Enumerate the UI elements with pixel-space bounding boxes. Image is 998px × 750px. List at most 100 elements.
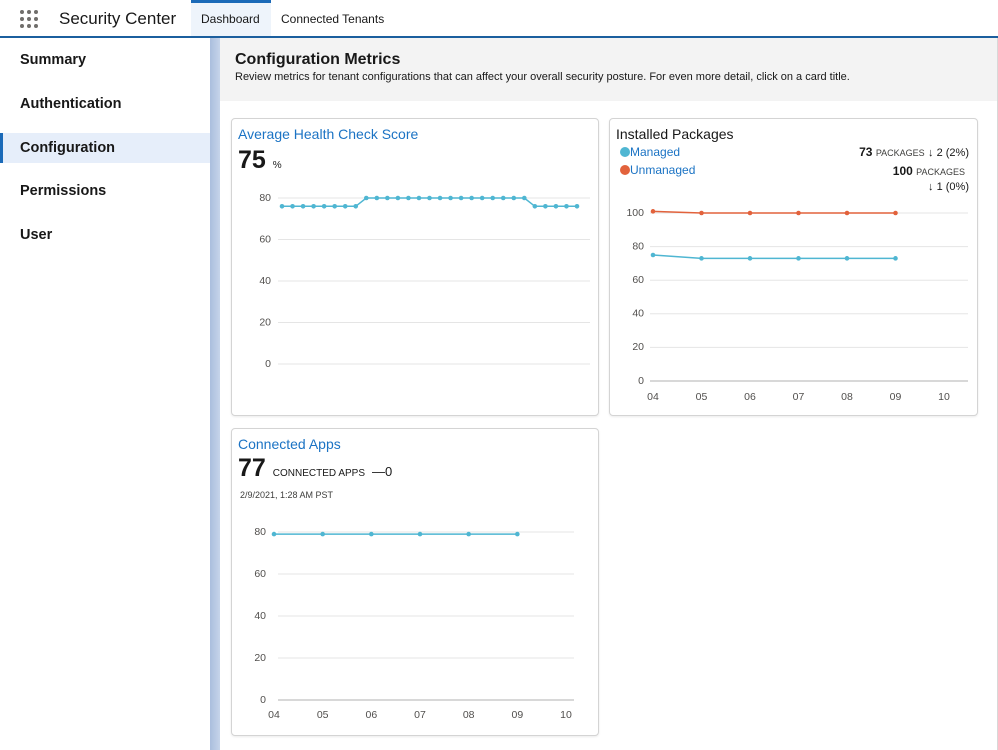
- metric-unit: %: [272, 160, 282, 171]
- chart: 0 20 40 60 80 100 04 05 06 07 08 09 10: [626, 207, 968, 403]
- divider: [210, 38, 220, 750]
- stat: 100 PACKAGES: [893, 164, 965, 178]
- page-description: Review metrics for tenant configurations…: [235, 71, 850, 83]
- data-point: [796, 210, 801, 216]
- data-point: [515, 531, 520, 537]
- data-point: [427, 195, 432, 201]
- stat-count: 73: [859, 145, 873, 159]
- data-point: [699, 256, 704, 261]
- y-tick-label: 40: [254, 610, 266, 622]
- legend-swatch: [620, 165, 630, 175]
- metric-change: —0: [371, 464, 393, 479]
- tab[interactable]: Dashboard: [191, 0, 271, 36]
- y-tick-label: 0: [265, 358, 271, 370]
- card-title[interactable]: Average Health Check Score: [238, 126, 419, 142]
- data-point: [500, 195, 506, 201]
- nav-item[interactable]: Configuration: [0, 133, 210, 163]
- legend-swatch: [620, 147, 630, 157]
- data-point: [369, 531, 374, 537]
- data-point: [893, 256, 898, 261]
- data-point: [747, 210, 753, 216]
- data-point: [466, 531, 471, 537]
- card: Installed Packages Managed Unmanaged 73 …: [609, 118, 978, 416]
- nav-item[interactable]: Authentication: [20, 96, 122, 112]
- metric: 77 CONNECTED APPS —0: [238, 454, 392, 483]
- data-point: [320, 531, 325, 537]
- data-point: [650, 252, 656, 258]
- legend-item: Managed: [620, 145, 680, 159]
- data-point: [406, 195, 411, 201]
- data-point: [574, 204, 580, 209]
- data-point: [844, 210, 850, 216]
- data-point: [342, 204, 348, 209]
- stat-count: 100: [892, 164, 913, 178]
- x-tick-label: 10: [560, 709, 572, 721]
- nav-item[interactable]: User: [20, 227, 53, 243]
- x-tick-label: 07: [414, 709, 426, 721]
- stat-unit: PACKAGES: [875, 148, 925, 158]
- data-point: [271, 531, 277, 537]
- data-point: [416, 195, 422, 201]
- card-title[interactable]: Installed Packages: [616, 126, 734, 142]
- x-tick-label: 07: [793, 391, 805, 403]
- y-tick-label: 100: [626, 207, 644, 219]
- data-point: [290, 204, 295, 209]
- top-bar: Security Center Dashboard Connected Tena…: [0, 0, 998, 38]
- y-tick-label: 0: [638, 375, 644, 387]
- legend-item: Unmanaged: [620, 163, 695, 177]
- y-tick-label: 80: [632, 240, 644, 252]
- series-line: [652, 254, 896, 260]
- card: Connected Apps 77 CONNECTED APPS —0 2/9/…: [231, 428, 599, 736]
- nav-item[interactable]: Summary: [20, 52, 87, 68]
- y-tick-label: 80: [259, 192, 271, 204]
- chart: 0 20 40 60 80 04 05 06 07 08 09 10: [254, 526, 574, 721]
- header: Configuration Metrics Review metrics for…: [220, 38, 997, 101]
- data-point: [650, 209, 656, 214]
- data-point: [796, 256, 801, 261]
- y-tick-label: 20: [259, 316, 271, 328]
- data-point: [699, 210, 704, 216]
- stat-change: ↓ 2 (2%): [928, 147, 969, 159]
- data-point: [553, 204, 559, 209]
- y-tick-label: 60: [259, 233, 271, 245]
- data-point: [844, 256, 850, 261]
- data-point: [448, 195, 453, 201]
- y-tick-label: 60: [254, 568, 266, 580]
- card-title[interactable]: Connected Apps: [238, 436, 341, 452]
- page-title: Configuration Metrics: [235, 51, 401, 68]
- metric-value: 77: [238, 454, 266, 482]
- x-tick-label: 08: [841, 391, 853, 403]
- data-point: [490, 195, 496, 201]
- metric: 75 %: [238, 146, 282, 175]
- x-tick-label: 06: [365, 709, 377, 721]
- data-point: [522, 195, 527, 201]
- tab[interactable]: Connected Tenants: [281, 12, 385, 26]
- metric-value: 75: [238, 146, 266, 174]
- chart: 0 20 40 60 80: [259, 192, 590, 370]
- data-point: [374, 195, 380, 201]
- data-point: [511, 195, 517, 201]
- nav-item[interactable]: Permissions: [20, 183, 107, 199]
- x-tick-label: 10: [938, 391, 950, 403]
- data-point: [385, 195, 390, 201]
- y-tick-label: 80: [254, 526, 266, 538]
- app-launcher[interactable]: [20, 10, 42, 28]
- stat: 73 PACKAGES ↓ 2 (2%): [859, 145, 969, 159]
- timestamp: 2/9/2021, 1:28 AM PST: [240, 490, 334, 500]
- x-tick-label: 08: [463, 709, 475, 721]
- legend-label[interactable]: Managed: [630, 145, 681, 159]
- data-point: [311, 204, 316, 209]
- data-point: [479, 195, 485, 201]
- data-point: [332, 204, 337, 209]
- y-tick-label: 40: [259, 275, 271, 287]
- x-tick-label: 09: [890, 391, 902, 403]
- legend-label[interactable]: Unmanaged: [630, 163, 696, 177]
- data-point: [564, 204, 569, 209]
- data-point: [543, 204, 548, 209]
- y-tick-label: 20: [632, 341, 644, 353]
- data-point: [300, 204, 306, 209]
- y-tick-label: 40: [632, 308, 644, 320]
- x-tick-label: 09: [511, 709, 523, 721]
- app-name: Security Center: [59, 9, 177, 28]
